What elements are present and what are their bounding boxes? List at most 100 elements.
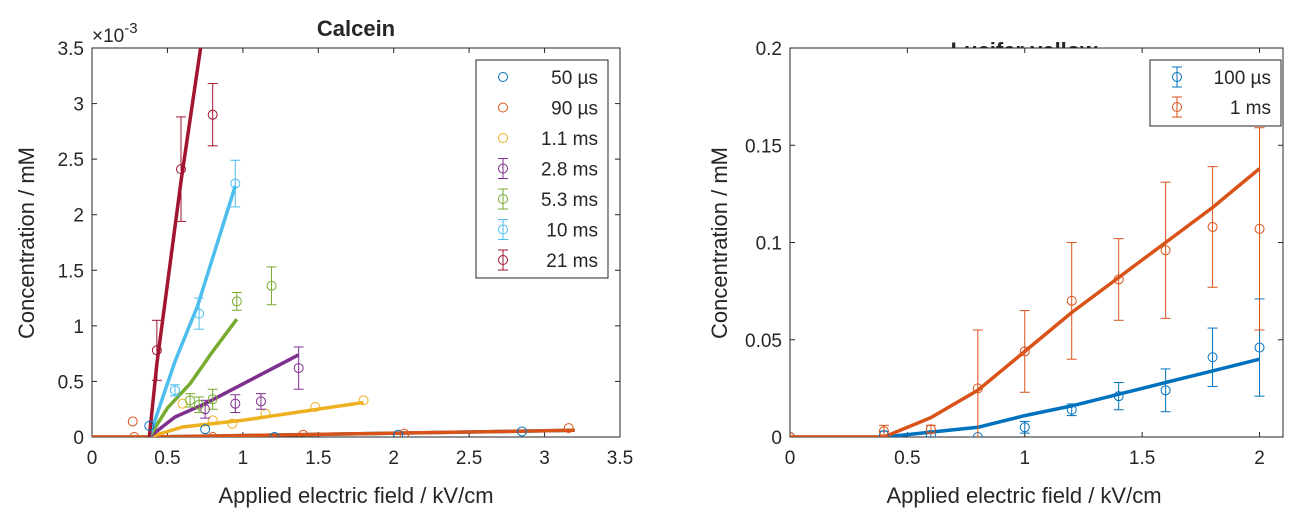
calcein-y-multiplier-base: ×10 <box>92 26 124 47</box>
lucifer-yellow-y-label: Concentration / mM <box>707 147 732 339</box>
chart1-series-6-point <box>230 178 241 189</box>
chart2-series-2-point <box>878 426 889 437</box>
chart1-legend-marker <box>498 224 508 235</box>
chart1-y-tick-label: 0 <box>73 428 84 449</box>
chart2-series-1-point <box>1160 385 1171 396</box>
chart2-y-tick-label: 0.2 <box>756 39 782 60</box>
chart1-series-6-point <box>194 308 205 319</box>
chart1-series-2-point <box>127 416 138 427</box>
chart1-series-4-point <box>293 363 304 374</box>
chart1-series-2-point <box>399 428 410 437</box>
chart1-series-5-point <box>266 280 277 291</box>
chart1-data-layer <box>92 48 575 437</box>
chart1-series-3-point <box>358 395 369 406</box>
chart1-series-5-point <box>185 395 196 406</box>
chart1-y-tick-label: 3 <box>73 95 84 116</box>
chart1-series-1-point <box>144 420 155 431</box>
chart1-legend-marker <box>498 133 508 143</box>
chart2-x-tick-label: 1 <box>1019 448 1030 469</box>
chart2-y-tick-label: 0.1 <box>756 234 782 255</box>
chart1-legend: 50 µs 90 µs 1.1 ms 2.8 ms 5.3 ms 10 ms 21 ms <box>475 59 609 279</box>
chart1-legend-marker <box>498 255 508 265</box>
chart2-series-2-point <box>925 424 936 435</box>
chart2-y-tick-label: 0 <box>771 428 782 449</box>
chart1-series-5-point <box>231 296 242 307</box>
chart2-legend-box <box>1149 59 1282 127</box>
chart1-series-3-point <box>207 415 218 426</box>
chart1-legend-label: 50 µs <box>551 68 598 89</box>
chart1-series-4-fit-line <box>148 353 300 437</box>
calcein-panel: Calcein ×10-3 Applied electric field / k… <box>14 16 633 508</box>
chart1-y-tick-label: 1 <box>73 317 84 338</box>
chart1-y-tick-label: 3.5 <box>58 39 84 60</box>
chart2-legend: 100 µs 1 ms <box>1149 59 1282 127</box>
chart1-series-5-fit-line <box>147 318 239 437</box>
chart2-series-1-point <box>1254 342 1265 353</box>
chart2-series-2-fit-line <box>790 167 1261 437</box>
chart2-series-1-point <box>1207 352 1218 363</box>
chart2-legend-marker <box>1172 102 1182 112</box>
chart1-x-tick-label: 2 <box>388 448 399 469</box>
chart2-series-2-point <box>1207 221 1218 232</box>
chart2-x-tick-label: 1.5 <box>1129 448 1155 469</box>
chart1-legend-label: 1.1 ms <box>541 129 598 150</box>
chart1-series-2-point <box>563 423 574 434</box>
calcein-x-label: Applied electric field / kV/cm <box>218 483 493 508</box>
lucifer-yellow-x-label: Applied electric field / kV/cm <box>886 483 1161 508</box>
chart1-series-7-point <box>207 109 218 120</box>
chart1-x-tick-label: 1.5 <box>305 448 331 469</box>
chart1-legend-marker <box>498 72 508 82</box>
chart1-x-tick-label: 1 <box>238 448 249 469</box>
chart2-y-tick-label: 0.15 <box>745 136 782 157</box>
chart2-series-2-point <box>1113 274 1124 285</box>
chart2-x-tick-label: 0.5 <box>894 448 920 469</box>
calcein-y-exponent: -3 <box>124 20 137 37</box>
chart1-series-3-point <box>227 418 238 429</box>
chart1-legend-label: 5.3 ms <box>541 190 598 211</box>
chart2-legend-marker <box>1172 72 1182 82</box>
chart2-series-1-point <box>1066 404 1077 415</box>
chart1-y-tick-label: 2 <box>73 206 84 227</box>
chart1-y-tick-label: 1.5 <box>58 261 84 282</box>
chart2-legend-label: 100 µs <box>1214 68 1271 89</box>
chart1-x-tick-label: 2.5 <box>456 448 482 469</box>
calcein-y-label: Concentration / mM <box>14 147 39 339</box>
chart1-x-tick-label: 0.5 <box>154 448 180 469</box>
chart1-series-2-fit-line <box>92 428 575 437</box>
chart1-y-tick-label: 0.5 <box>58 372 84 393</box>
chart2-series-1-point <box>1113 391 1124 402</box>
chart2-series-2-point <box>1066 295 1077 306</box>
chart1-series-1-point <box>269 432 280 437</box>
chart1-series-7-point <box>176 164 187 175</box>
chart2-series-2-point <box>972 383 983 394</box>
chart1-series-2-point <box>129 432 140 437</box>
chart2-x-tick-label: 0 <box>785 448 796 469</box>
chart1-series-6-fit-line <box>147 185 237 437</box>
chart1-x-tick-label: 3 <box>539 448 550 469</box>
chart2-x-tick-label: 2 <box>1254 448 1265 469</box>
chart1-series-4-point <box>255 396 266 407</box>
chart2-series-1-point <box>1019 422 1030 433</box>
chart1-series-4-point <box>230 398 241 409</box>
chart1-series-1-point <box>516 426 527 437</box>
chart1-series-1-point <box>393 429 404 437</box>
chart1-series-2-point <box>298 429 309 437</box>
chart1-series-5-point <box>207 394 218 405</box>
chart1-x-tick-label: 0 <box>87 448 98 469</box>
chart1-x-tick-label: 3.5 <box>607 448 633 469</box>
chart2-y-tick-label: 0.05 <box>745 331 782 352</box>
chart1-series-7-point <box>151 345 162 356</box>
chart1-series-1-point <box>200 424 211 435</box>
chart1-legend-marker <box>498 163 508 174</box>
chart2-series-2-point <box>1019 346 1030 357</box>
chart1-legend-label: 2.8 ms <box>541 160 598 181</box>
chart1-legend-marker <box>498 194 508 204</box>
chart1-series-3-point <box>310 401 321 412</box>
chart2-series-2-point <box>1160 245 1171 256</box>
chart1-legend-box <box>475 59 609 279</box>
chart2-data-layer <box>790 127 1265 437</box>
chart1-legend-marker <box>498 102 508 113</box>
chart1-series-6-point <box>169 385 180 396</box>
calcein-title: Calcein <box>317 16 395 41</box>
